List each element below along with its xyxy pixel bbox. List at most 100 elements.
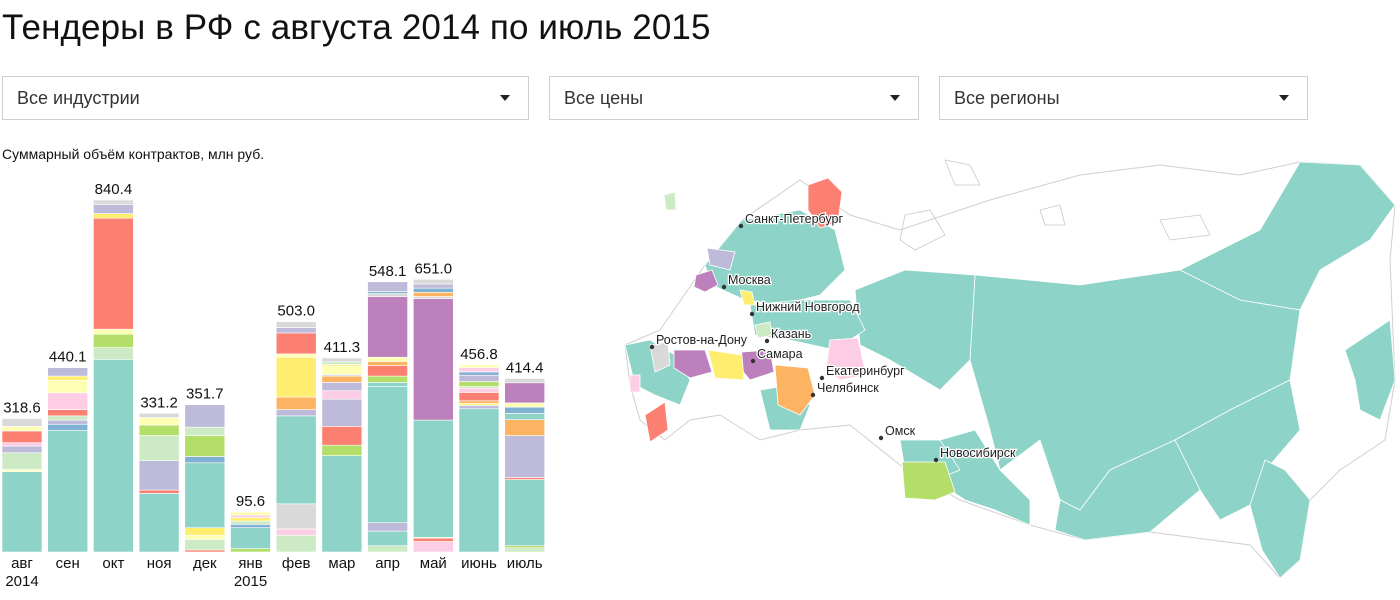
- bar-segment[interactable]: [412, 292, 454, 297]
- bar-segment[interactable]: [1, 418, 43, 427]
- bar-segment[interactable]: [321, 357, 363, 363]
- bar-segment[interactable]: [47, 419, 89, 425]
- bar-segment[interactable]: [458, 371, 500, 376]
- bar-segment[interactable]: [367, 382, 408, 387]
- bar-segment[interactable]: [230, 520, 271, 525]
- bar-segment[interactable]: [184, 549, 226, 553]
- bar-segment[interactable]: [275, 528, 317, 536]
- bar-segment[interactable]: [184, 404, 226, 428]
- bar-segment[interactable]: [458, 367, 500, 373]
- bar-segment[interactable]: [138, 489, 180, 494]
- bar-segment[interactable]: [47, 379, 89, 394]
- bar-segment[interactable]: [458, 392, 500, 402]
- bar-segment[interactable]: [367, 545, 408, 553]
- bar-segment[interactable]: [275, 396, 317, 410]
- bar-segment[interactable]: [458, 403, 500, 406]
- bar-segment[interactable]: [184, 462, 226, 529]
- bar-segment[interactable]: [138, 424, 180, 436]
- bar-segment[interactable]: [230, 548, 271, 553]
- bar-segment[interactable]: [504, 382, 546, 404]
- bar-segment[interactable]: [184, 527, 226, 536]
- bar-segment[interactable]: [93, 333, 134, 348]
- bar-segment[interactable]: [275, 321, 317, 328]
- bar-segment[interactable]: [184, 435, 226, 457]
- bar-segment[interactable]: [275, 327, 317, 334]
- bar-segment[interactable]: [230, 517, 271, 522]
- bar-segment[interactable]: [93, 347, 134, 360]
- bar-segment[interactable]: [412, 541, 454, 553]
- bar-segment[interactable]: [1, 426, 43, 432]
- bar-segment[interactable]: [230, 524, 271, 529]
- bar-segment[interactable]: [504, 378, 546, 384]
- bar-segment[interactable]: [93, 217, 134, 330]
- bar-segment[interactable]: [138, 493, 180, 553]
- bar-segment[interactable]: [275, 534, 317, 553]
- bar-segment[interactable]: [275, 356, 317, 398]
- bar-segment[interactable]: [138, 417, 180, 426]
- bar-segment[interactable]: [93, 204, 134, 214]
- bar-segment[interactable]: [367, 293, 408, 297]
- bar-segment[interactable]: [367, 361, 408, 366]
- map-regions[interactable]: [624, 161, 1396, 579]
- bar-segment[interactable]: [321, 375, 363, 383]
- bar-segment[interactable]: [458, 408, 500, 553]
- bar-segment[interactable]: [412, 537, 454, 542]
- bar-segment[interactable]: [275, 415, 317, 505]
- bar-segment[interactable]: [138, 435, 180, 461]
- bar-segment[interactable]: [230, 514, 271, 518]
- bar-segment[interactable]: [1, 442, 43, 447]
- bar-segment[interactable]: [47, 392, 89, 410]
- bar-segment[interactable]: [230, 511, 271, 516]
- bar-segment[interactable]: [504, 419, 546, 436]
- bar-segment[interactable]: [321, 398, 363, 427]
- bar-segment[interactable]: [458, 387, 500, 393]
- bar-segment[interactable]: [458, 405, 500, 410]
- bar-segment[interactable]: [412, 296, 454, 299]
- bar-segment[interactable]: [367, 375, 408, 383]
- bar-segment[interactable]: [1, 445, 43, 454]
- bar-segment[interactable]: [504, 413, 546, 420]
- bar-segment[interactable]: [138, 460, 180, 491]
- industry-filter-dropdown[interactable]: Все индустрии: [2, 76, 529, 120]
- bar-segment[interactable]: [504, 477, 546, 480]
- bar-segment[interactable]: [275, 503, 317, 530]
- bar-segment[interactable]: [367, 386, 408, 523]
- bar-segment[interactable]: [412, 283, 454, 289]
- bar-segment[interactable]: [367, 522, 408, 532]
- bar-segment[interactable]: [412, 419, 454, 538]
- bar-segment[interactable]: [93, 199, 134, 205]
- bar-segment[interactable]: [47, 430, 89, 553]
- bar-segment[interactable]: [321, 444, 363, 456]
- bar-segment[interactable]: [504, 545, 546, 549]
- bar-segment[interactable]: [504, 402, 546, 408]
- bar-segment[interactable]: [321, 390, 363, 400]
- bar-segment[interactable]: [93, 213, 134, 219]
- bar-segment[interactable]: [138, 412, 180, 418]
- bar-segment[interactable]: [1, 469, 43, 472]
- bar-segment[interactable]: [93, 359, 134, 553]
- bar-segment[interactable]: [367, 530, 408, 547]
- bar-segment[interactable]: [321, 361, 363, 365]
- price-filter-dropdown[interactable]: Все цены: [549, 76, 919, 120]
- bar-segment[interactable]: [275, 353, 317, 358]
- bar-segment[interactable]: [321, 455, 363, 553]
- bar-segment[interactable]: [367, 365, 408, 377]
- bar-segment[interactable]: [1, 471, 43, 553]
- bar-segment[interactable]: [184, 456, 226, 464]
- bar-segment[interactable]: [275, 332, 317, 355]
- region-filter-dropdown[interactable]: Все регионы: [939, 76, 1308, 120]
- bar-segment[interactable]: [321, 382, 363, 392]
- bar-segment[interactable]: [504, 547, 546, 553]
- bar-segment[interactable]: [275, 409, 317, 417]
- bar-segment[interactable]: [504, 406, 546, 414]
- bar-segment[interactable]: [412, 279, 454, 285]
- bar-segment[interactable]: [1, 430, 43, 443]
- bar-segment[interactable]: [47, 423, 89, 431]
- bar-segment[interactable]: [93, 328, 134, 335]
- bar-segment[interactable]: [367, 296, 408, 358]
- bar-segment[interactable]: [367, 281, 408, 292]
- bar-segment[interactable]: [321, 426, 363, 446]
- bar-segment[interactable]: [230, 527, 271, 549]
- bar-segment[interactable]: [184, 539, 226, 551]
- bar-segment[interactable]: [321, 365, 363, 375]
